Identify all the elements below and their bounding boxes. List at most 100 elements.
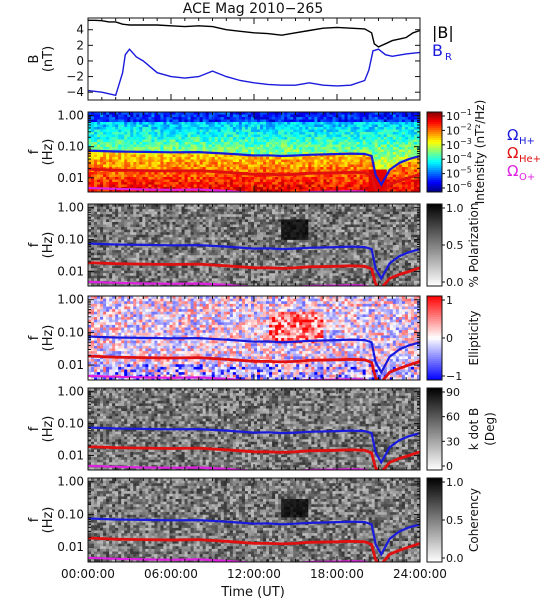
spectrogram-cell	[160, 114, 165, 118]
spectrogram-cell	[223, 117, 228, 121]
spectrogram-cell	[136, 250, 140, 254]
spectrogram-cell	[97, 216, 101, 220]
spectrogram-cell	[115, 154, 119, 158]
spectrogram-cell	[193, 209, 198, 213]
spectrogram-cell	[118, 255, 122, 259]
spectrogram-cell	[178, 174, 183, 178]
spectrogram-cell	[377, 129, 382, 133]
spectrogram-cell	[281, 169, 285, 173]
spectrogram-cell	[106, 122, 110, 126]
colorbar-swatch	[427, 132, 442, 135]
spectrogram-cell	[220, 159, 225, 163]
spectrogram-cell	[163, 127, 168, 131]
spectrogram-cell	[160, 232, 165, 236]
spectrogram-cell	[362, 147, 367, 151]
spectrogram-cell	[133, 134, 137, 138]
spectrogram-cell	[130, 219, 134, 223]
spectrogram-cell	[109, 167, 113, 171]
spectrogram-cell	[254, 147, 258, 151]
spectrogram-cell	[377, 174, 382, 178]
spectrogram-cell	[205, 122, 210, 126]
spectrogram-cell	[263, 162, 267, 166]
spectrogram-cell	[299, 162, 303, 166]
spectrogram-cell	[407, 179, 412, 183]
spectrogram-cell	[157, 142, 162, 146]
spectrogram-cell	[214, 174, 219, 178]
spectrogram-cell	[166, 157, 171, 161]
spectrogram-cell	[118, 237, 122, 241]
spectrogram-cell	[124, 237, 128, 241]
spectrogram-cell	[389, 124, 394, 128]
spectrogram-cell	[205, 119, 210, 123]
spectrogram-cell	[118, 159, 122, 163]
spectrogram-cell	[353, 149, 358, 153]
spectrogram-cell	[145, 164, 149, 168]
spectrogram-cell	[398, 157, 403, 161]
spectrogram-cell	[386, 174, 391, 178]
spectrogram-cell	[130, 216, 134, 220]
spectrogram-cell	[269, 167, 273, 171]
spectrogram-cell	[368, 189, 373, 192]
spectrogram-cell	[136, 184, 140, 188]
colorbar-tick-exponent: −6	[460, 180, 472, 189]
spectrogram-cell	[287, 174, 291, 178]
spectrogram-cell	[407, 154, 412, 158]
spectrogram-cell	[320, 127, 325, 131]
spectrogram-cell	[404, 117, 409, 121]
spectrogram-cell	[118, 245, 122, 249]
spectrogram-cell	[311, 139, 315, 143]
spectrogram-cell	[335, 119, 340, 123]
spectrogram-cell	[94, 206, 98, 210]
spectrogram-cell	[160, 164, 165, 168]
spectrogram-cell	[169, 278, 174, 282]
spectrogram-cell	[184, 278, 189, 282]
spectrogram-cell	[232, 174, 237, 178]
spectrogram-cell	[326, 119, 331, 123]
spectrogram-cell	[172, 255, 177, 259]
spectrogram-cell	[172, 245, 177, 249]
spectrogram-cell	[148, 162, 152, 166]
spectrogram-cell	[386, 137, 391, 141]
spectrogram-cell	[229, 144, 234, 148]
spectrogram-cell	[127, 234, 131, 238]
spectrogram-cell	[272, 179, 276, 183]
spectrogram-cell	[220, 172, 225, 176]
spectrogram-cell	[380, 159, 385, 163]
spectrogram-cell	[124, 219, 128, 223]
spectrogram-cell	[163, 234, 168, 238]
spectrogram-cell	[238, 134, 243, 138]
spectrogram-cell	[133, 221, 137, 226]
spectrogram-cell	[392, 112, 397, 116]
spectrogram-cell	[308, 189, 312, 192]
spectrogram-cell	[169, 237, 174, 241]
spectrogram-cell	[148, 137, 152, 141]
spectrogram-cell	[127, 255, 131, 259]
spectrogram-cell	[112, 227, 116, 231]
spectrogram-cell	[383, 167, 388, 171]
spectrogram-cell	[112, 147, 116, 151]
spectrogram-cell	[160, 152, 165, 156]
spectrogram-cell	[103, 137, 107, 141]
spectrogram-cell	[127, 114, 131, 118]
spectrogram-cell	[88, 214, 92, 218]
spectrogram-cell	[314, 114, 318, 118]
spectrogram-cell	[124, 257, 128, 261]
spectrogram-cell	[190, 227, 195, 231]
spectrogram-cell	[157, 219, 162, 223]
spectrogram-cell	[241, 124, 246, 128]
spectrogram-cell	[160, 162, 165, 166]
spectrogram-cell	[91, 124, 95, 128]
spectrogram-cell	[187, 280, 192, 285]
spectrogram-cell	[398, 137, 403, 141]
spectrogram-cell	[353, 182, 358, 186]
spectrogram-cell	[145, 184, 149, 188]
colorbar-swatch	[427, 150, 442, 153]
spectrogram-cell	[263, 164, 267, 168]
spectrogram-cell	[314, 139, 318, 143]
spectrogram-cell	[124, 247, 128, 251]
spectrogram-cell	[112, 278, 116, 282]
spectrogram-cell	[395, 137, 400, 141]
spectrogram-cell	[323, 167, 328, 171]
spectrogram-cell	[241, 162, 246, 166]
spectrogram-cell	[124, 129, 128, 133]
